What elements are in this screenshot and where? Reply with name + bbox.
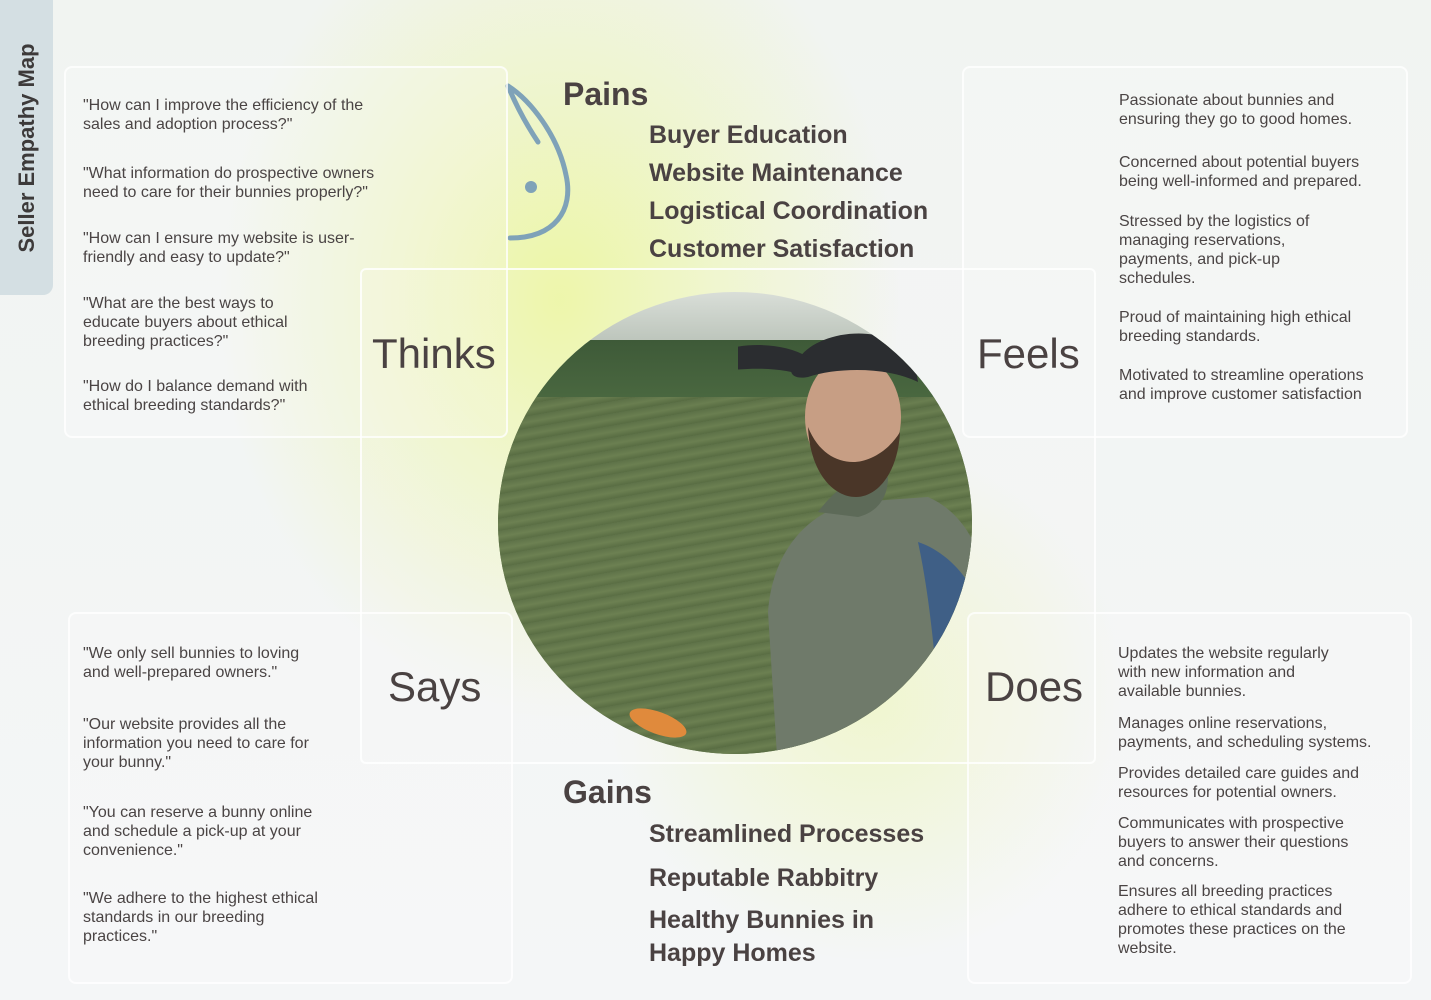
pains-item: Buyer Education <box>649 121 848 149</box>
gains-item: Healthy Bunnies in Happy Homes <box>649 906 875 967</box>
list-item: Provides detailed care guides and resour… <box>1118 765 1360 801</box>
list-item: "What information do prospective owners … <box>83 165 375 201</box>
pains-item: Website Maintenance <box>649 159 903 187</box>
seller-portrait-photo <box>498 292 972 754</box>
list-item: "What are the best ways to educate buyer… <box>83 295 288 350</box>
list-item: "We adhere to the highest ethical standa… <box>83 890 318 945</box>
list-item: "We only sell bunnies to loving and well… <box>83 645 300 681</box>
feels-label: Feels <box>977 330 1080 377</box>
list-item: Concerned about potential buyers being w… <box>1119 154 1362 190</box>
pains-item: Logistical Coordination <box>649 197 929 225</box>
list-item: "How can I ensure my website is user-fri… <box>83 230 355 266</box>
list-item: "Our website provides all the informatio… <box>83 716 309 771</box>
gains-item: Reputable Rabbitry <box>649 864 879 892</box>
list-item: "You can reserve a bunny online and sche… <box>83 804 313 859</box>
list-item: Ensures all breeding practices adhere to… <box>1118 883 1346 957</box>
gains-title: Gains <box>563 774 652 810</box>
list-item: Updates the website regularly with new i… <box>1118 645 1329 700</box>
does-label: Does <box>985 663 1084 710</box>
person-silhouette <box>738 333 972 754</box>
says-label: Says <box>388 663 482 710</box>
list-item: Passionate about bunnies and ensuring th… <box>1119 92 1353 128</box>
says-panel <box>68 612 513 984</box>
pains-title: Pains <box>563 76 649 112</box>
side-tab[interactable]: Seller Empathy Map <box>0 0 53 295</box>
thinks-label: Thinks <box>372 330 496 377</box>
side-tab-label: Seller Empathy Map <box>13 42 39 253</box>
does-panel <box>967 612 1412 984</box>
list-item: "How can I improve the efficiency of the… <box>83 97 364 133</box>
list-item: Proud of maintaining high ethical breedi… <box>1119 309 1352 345</box>
rabbit-icon <box>505 83 571 241</box>
pains-item: Customer Satisfaction <box>649 235 915 263</box>
feels-panel <box>962 66 1408 438</box>
gains-item: Streamlined Processes <box>649 820 925 848</box>
list-item: Motivated to streamline operations and i… <box>1119 367 1364 403</box>
thinks-panel <box>64 66 508 438</box>
list-item: Stressed by the logistics of managing re… <box>1119 213 1310 287</box>
list-item: Communicates with prospective buyers to … <box>1118 815 1349 870</box>
list-item: "How do I balance demand with ethical br… <box>83 378 308 414</box>
list-item: Manages online reservations, payments, a… <box>1118 715 1372 751</box>
